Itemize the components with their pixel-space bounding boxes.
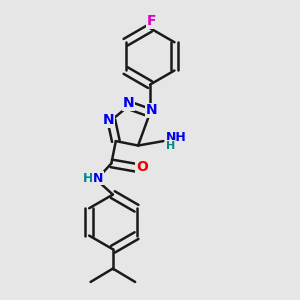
Text: H: H [166,140,175,151]
Text: H: H [82,172,93,185]
Text: F: F [147,14,156,28]
Text: O: O [136,160,148,174]
Text: NH: NH [166,131,187,144]
Text: N: N [103,113,114,127]
Text: N: N [146,103,157,118]
Text: N: N [93,172,103,185]
Text: N: N [123,96,134,110]
